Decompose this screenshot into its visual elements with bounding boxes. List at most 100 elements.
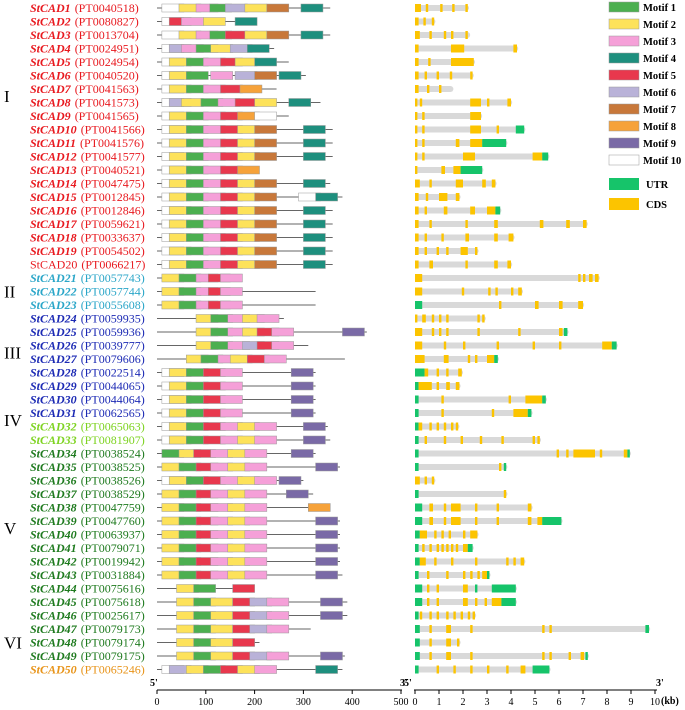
cds-block: [503, 490, 507, 498]
legend-label: Motif 5: [643, 71, 676, 82]
motif-box: [237, 165, 260, 175]
gene-label: StCAD13 (PT0040521): [30, 163, 145, 177]
motif-box: [303, 125, 326, 134]
gene-id: (PT0012845): [81, 190, 145, 204]
gene-name: StCAD6: [30, 69, 71, 83]
motif-box: [266, 611, 290, 620]
gene-label: StCAD11 (PT0041576): [30, 136, 144, 150]
cds-block: [455, 382, 460, 390]
cds-block: [487, 98, 490, 107]
gene-label: StCAD30 (PT0044064): [30, 393, 145, 407]
cds-block: [461, 287, 465, 296]
cds-block: [455, 179, 463, 188]
gene-name: StCAD48: [30, 636, 77, 650]
cds-block: [419, 530, 427, 539]
cds-block: [453, 166, 461, 174]
motif-box: [315, 543, 338, 553]
legend-swatch: [608, 103, 640, 115]
gene-label: StCAD39 (PT0047760): [30, 514, 145, 528]
cds-block: [556, 449, 559, 458]
utr-block: [415, 625, 420, 633]
motif-box: [225, 3, 248, 13]
intron-bar: [415, 99, 513, 106]
motif-tick-label: 400: [345, 697, 360, 708]
motif-tick-label: 100: [198, 697, 213, 708]
gene-name: StCAD10: [30, 123, 77, 137]
cds-block: [566, 220, 570, 228]
utr-block: [645, 625, 649, 633]
cds-block: [578, 301, 583, 309]
cds-block: [465, 31, 468, 39]
cds-block: [424, 476, 427, 485]
cds-block: [537, 436, 540, 444]
intron-bar: [415, 207, 502, 214]
intron-bar: [415, 491, 508, 497]
cds-block: [470, 665, 473, 674]
cds-block: [583, 220, 587, 228]
cds-block: [482, 179, 486, 188]
gene-id: (PT0041573): [75, 96, 139, 110]
gene-name: StCAD19: [30, 244, 77, 258]
gene-label: StCAD40 (PT0063937): [30, 528, 145, 542]
gene-label: StCAD4 (PT0024951): [30, 42, 139, 56]
cds-block: [443, 206, 448, 215]
gene-id: (PT0041565): [75, 109, 139, 123]
cds-block: [472, 611, 475, 620]
gene-name: StCAD25: [30, 325, 77, 339]
utr-block: [475, 584, 478, 593]
cds-block: [518, 287, 522, 296]
axes: 5' 3' 5' 3' (kb) 0 100 200 300 400 500 0 1 2 3 4 5 6…: [150, 678, 679, 708]
gene-labels: StCAD1 (PT0040518)StCAD2 (PT0080827)StCAD3…: [30, 1, 145, 677]
cds-block: [439, 85, 442, 93]
intron-bar: [415, 234, 515, 241]
motif-box: [288, 98, 312, 107]
gene-name: StCAD20: [30, 258, 77, 272]
motif-box: [266, 597, 290, 607]
cds-block: [415, 85, 419, 93]
group-label: IV: [4, 411, 23, 430]
motif-box: [254, 71, 277, 80]
motif-box: [303, 246, 326, 256]
cds-block: [467, 611, 471, 620]
cds-block: [463, 152, 475, 161]
cds-block: [443, 517, 447, 525]
motif-box: [244, 543, 268, 553]
cds-block: [425, 193, 429, 201]
cds-block: [436, 368, 439, 377]
gene-tick-label: 9: [629, 697, 634, 708]
gene-id: (PT0038524): [81, 447, 145, 461]
gene-name: StCAD2: [30, 15, 71, 29]
cds-block: [427, 598, 430, 606]
utr-block: [415, 530, 420, 539]
cds-block: [559, 328, 563, 336]
intron-bar: [415, 653, 589, 659]
motif-box: [254, 179, 277, 188]
motif-box: [244, 3, 268, 13]
cds-block: [441, 409, 444, 417]
cds-block: [463, 584, 468, 593]
legend-swatch: [608, 1, 640, 13]
cds-block: [499, 301, 502, 309]
gene-id: (PT0038529): [81, 487, 145, 501]
utr-block: [415, 382, 419, 390]
cds-block: [429, 422, 432, 431]
motif-axis-3prime: 3': [400, 678, 408, 689]
cds-block: [507, 260, 511, 269]
intron-bar: [415, 45, 519, 52]
gene-id: (PT0022514): [81, 366, 145, 380]
utr-block: [487, 571, 490, 579]
gene-id: (PT0081907): [81, 433, 145, 447]
gene-id: (PT0054502): [81, 244, 145, 258]
cds-block: [475, 598, 478, 606]
cds-block: [475, 557, 478, 566]
gene-name: StCAD4: [30, 42, 71, 56]
gene-label: StCAD36 (PT0038526): [30, 474, 145, 488]
gene-id: (PT0044065): [81, 379, 145, 393]
cds-block: [470, 139, 483, 147]
gene-name: StCAD34: [30, 447, 77, 461]
intron-bar: [415, 275, 600, 281]
motif-box: [320, 651, 343, 661]
cds-block: [475, 355, 478, 363]
motif-box: [234, 17, 258, 26]
legend-swatch: [608, 86, 640, 98]
